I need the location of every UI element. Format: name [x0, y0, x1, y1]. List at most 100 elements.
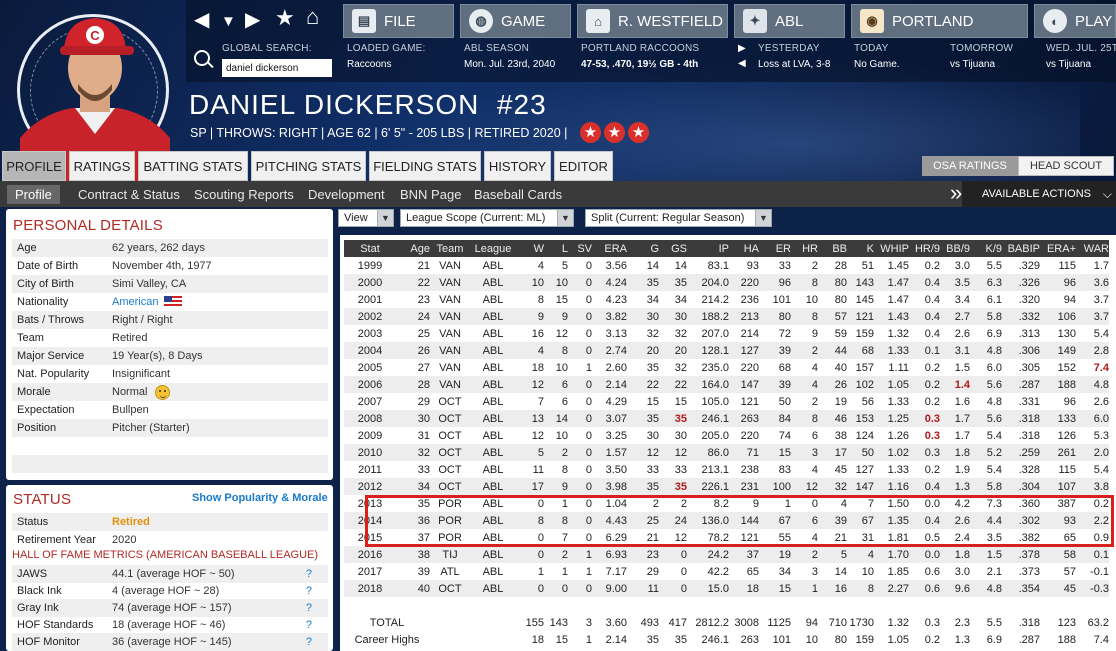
stat-cell: 0.0 — [909, 546, 940, 563]
column-header[interactable]: G — [627, 240, 659, 257]
column-header[interactable]: K — [847, 240, 874, 257]
season-row[interactable]: 2006 28 VAN ABL 12 6 0 2.14 22 22 164.0 147 39 4 26 102… — [344, 376, 1109, 393]
play-button[interactable]: ◐ PLAY — [1034, 4, 1116, 38]
manager-button[interactable]: ⌂ R. WESTFIELD — [577, 4, 728, 38]
home-icon[interactable]: ⌂ — [306, 4, 320, 29]
column-header[interactable]: Team — [430, 240, 470, 257]
column-header[interactable]: IP — [687, 240, 729, 257]
file-button[interactable]: ▤ FILE — [343, 4, 454, 38]
season-row[interactable]: 2002 24 VAN ABL 9 9 0 3.82 30 30 188.2 213 80 8 57 121 1… — [344, 308, 1109, 325]
column-header[interactable]: WAR — [1076, 240, 1109, 257]
search-icon[interactable] — [194, 50, 210, 66]
osa-ratings-toggle[interactable]: OSA RATINGS — [922, 156, 1018, 176]
help-icon[interactable]: ? — [305, 568, 312, 580]
column-header[interactable]: BB — [818, 240, 847, 257]
subtab-contract-status[interactable]: Contract & Status — [78, 187, 180, 202]
season-row[interactable]: 2010 32 OCT ABL 5 2 0 1.57 12 12 86.0 71 15 3 17 50 1.02… — [344, 444, 1109, 461]
stat-cell: POR — [438, 497, 462, 510]
season-row[interactable]: 2018 40 OCT ABL 0 0 0 9.00 11 0 15.0 18 15 1 16 8 2.27 0.… — [344, 580, 1109, 597]
column-header[interactable]: Stat — [344, 240, 396, 257]
column-header[interactable]: ERA — [592, 240, 627, 257]
season-row[interactable]: 2007 29 OCT ABL 7 6 0 4.29 15 15 105.0 121 50 2 19 56 1.… — [344, 393, 1109, 410]
column-header[interactable]: L — [544, 240, 568, 257]
column-header[interactable]: BB/9 — [940, 240, 970, 257]
help-icon[interactable]: ? — [305, 619, 312, 631]
column-header[interactable]: SV — [568, 240, 592, 257]
column-header[interactable]: Age — [396, 240, 430, 257]
stat-cell: 30 — [674, 429, 687, 442]
dropdown-arrow-icon[interactable]: ▼ — [221, 13, 236, 30]
available-actions-button[interactable]: » AVAILABLE ACTIONS ⌵ — [950, 181, 1116, 207]
stat-cell: 0.2 — [924, 463, 940, 476]
column-header[interactable]: K/9 — [970, 240, 1002, 257]
stat-cell: 4.8 — [970, 580, 1002, 597]
season-row[interactable]: 2004 26 VAN ABL 4 8 0 2.74 20 20 128.1 127 39 2 44 68 1.… — [344, 342, 1109, 359]
stat-cell: 26 — [396, 342, 430, 359]
head-scout-toggle[interactable]: HEAD SCOUT — [1018, 156, 1114, 176]
season-row[interactable]: 2009 31 OCT ABL 12 10 0 3.25 30 30 205.0 220 74 6 38 12… — [344, 427, 1109, 444]
season-row[interactable]: 1999 21 VAN ABL 4 5 0 3.56 14 14 83.1 93 33 2 28 51 1.45… — [344, 257, 1109, 274]
show-popularity-link[interactable]: Show Popularity & Morale — [192, 492, 328, 504]
season-row[interactable]: 2016 38 TIJ ABL 0 2 1 6.93 23 0 24.2 37 19 2 5 4 1.70 0.0… — [344, 546, 1109, 563]
season-row[interactable]: 2000 22 VAN ABL 10 10 0 4.24 35 35 204.0 220 96 8 80 14… — [344, 274, 1109, 291]
column-header[interactable]: BABIP — [1002, 240, 1040, 257]
stat-cell: 2001 — [357, 293, 383, 306]
stat-cell: 15 — [759, 444, 791, 461]
help-icon[interactable]: ? — [305, 636, 312, 648]
tab-profile[interactable]: PROFILE — [2, 151, 66, 181]
tab-history[interactable]: HISTORY — [484, 151, 551, 181]
column-header[interactable]: ERA+ — [1040, 240, 1076, 257]
tab-ratings[interactable]: RATINGS — [69, 151, 135, 181]
team-button[interactable]: ◉ PORTLAND — [851, 4, 1028, 38]
back-arrow-icon[interactable]: ◀ — [194, 9, 210, 31]
split-dropdown[interactable]: Split (Current: Regular Season) ▼ — [585, 209, 772, 227]
next-day-arrow-icon[interactable]: ▶ — [738, 43, 746, 54]
help-icon[interactable]: ? — [305, 602, 312, 614]
forward-arrow-icon[interactable]: ▶ — [245, 9, 261, 31]
view-dropdown[interactable]: View ▼ — [338, 209, 394, 227]
column-header[interactable]: WHIP — [874, 240, 909, 257]
stat-cell: .259 — [1002, 444, 1040, 461]
tab-editor[interactable]: EDITOR — [554, 151, 613, 181]
subtab-baseball-cards[interactable]: Baseball Cards — [474, 187, 563, 202]
subtab-scouting-reports[interactable]: Scouting Reports — [194, 187, 294, 202]
column-header[interactable]: W — [516, 240, 544, 257]
help-icon[interactable]: ? — [305, 585, 312, 597]
column-header[interactable]: HR — [791, 240, 818, 257]
column-header[interactable]: League — [470, 240, 516, 257]
season-row[interactable]: 2011 33 OCT ABL 11 8 0 3.50 33 33 213.1 238 83 4 45 127… — [344, 461, 1109, 478]
league-button[interactable]: ✦ ABL — [734, 4, 845, 38]
tab-fielding-stats[interactable]: FIELDING STATS — [369, 151, 481, 181]
stat-cell: 51 — [861, 259, 874, 272]
tab-pitching-stats[interactable]: PITCHING STATS — [251, 151, 366, 181]
prev-day-arrow-icon[interactable]: ◀ — [738, 58, 746, 69]
global-search-input[interactable] — [222, 59, 332, 77]
stat-cell: 4.8 — [986, 395, 1002, 408]
subtab-profile[interactable]: Profile — [7, 185, 60, 204]
stat-cell: 37 — [729, 546, 759, 563]
season-row[interactable]: 2001 23 VAN ABL 8 15 0 4.23 34 34 214.2 236 101 10 80 1… — [344, 291, 1109, 308]
column-header[interactable]: ER — [759, 240, 791, 257]
season-row[interactable]: 2015 37 POR ABL 0 7 0 6.29 21 12 78.2 121 55 4 21 31 1.8… — [344, 529, 1109, 546]
star-icon[interactable]: ★ — [275, 5, 295, 30]
subtab-bnn-page[interactable]: BNN Page — [400, 187, 462, 202]
stat-cell: 102 — [847, 376, 874, 393]
season-row[interactable]: 2012 34 OCT ABL 17 9 0 3.98 35 35 226.1 231 100 12 32 1… — [344, 478, 1109, 495]
season-row[interactable]: 2005 27 VAN ABL 18 10 1 2.60 35 32 235.0 220 68 4 40 15… — [344, 359, 1109, 376]
season-row[interactable]: 2014 36 POR ABL 8 8 0 4.43 25 24 136.0 144 67 6 39 67 1.… — [344, 512, 1109, 529]
stat-cell: 93 — [1040, 512, 1076, 529]
column-header[interactable]: HA — [729, 240, 759, 257]
column-header[interactable]: HR/9 — [909, 240, 940, 257]
season-row[interactable]: 2003 25 VAN ABL 16 12 0 3.13 32 32 207.0 214 72 9 59 15… — [344, 325, 1109, 342]
game-button[interactable]: ◍ GAME — [460, 4, 571, 38]
stat-cell: 40 — [396, 580, 430, 597]
column-header[interactable]: GS — [659, 240, 687, 257]
league-scope-dropdown[interactable]: League Scope (Current: ML) ▼ — [400, 209, 574, 227]
season-row[interactable]: 2013 35 POR ABL 0 1 0 1.04 2 2 8.2 9 1 0 4 7 1.50 0.0 4.2 7… — [344, 495, 1109, 512]
stat-cell: .332 — [1002, 308, 1040, 325]
stat-cell: 2.74 — [592, 342, 627, 359]
season-row[interactable]: 2017 39 ATL ABL 1 1 1 7.17 29 0 42.2 65 34 3 14 10 1.85 0… — [344, 563, 1109, 580]
season-row[interactable]: 2008 30 OCT ABL 13 14 0 3.07 35 35 246.1 263 84 8 46 15… — [344, 410, 1109, 427]
tab-batting-stats[interactable]: BATTING STATS — [138, 151, 248, 181]
subtab-development[interactable]: Development — [308, 187, 385, 202]
